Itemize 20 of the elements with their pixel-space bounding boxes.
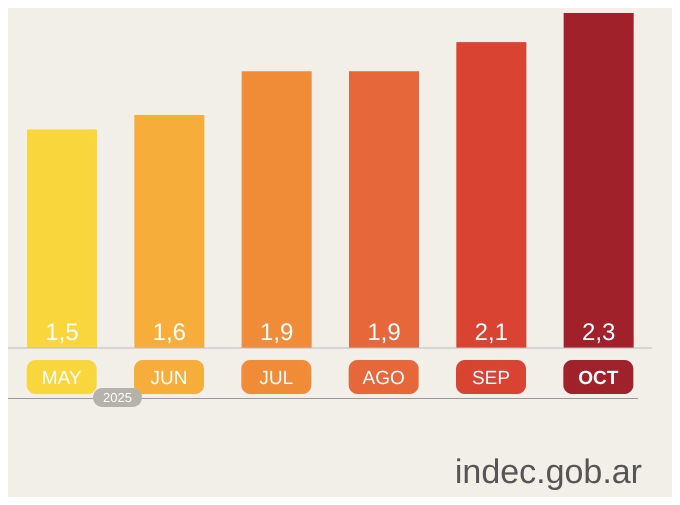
bar xyxy=(242,71,312,348)
x-tick-label: MAY xyxy=(42,368,82,389)
x-tick-label: AGO xyxy=(362,368,405,389)
data-label: 1,9 xyxy=(367,319,401,346)
x-tick-label: JUN xyxy=(150,368,188,389)
bar xyxy=(349,71,419,348)
data-label: 1,9 xyxy=(260,319,294,346)
x-tick-label: SEP xyxy=(472,368,510,389)
data-label: 2,3 xyxy=(582,319,616,346)
x-tick-label: JUL xyxy=(259,368,294,389)
text: 2025 xyxy=(93,388,142,407)
bar xyxy=(27,130,97,348)
bar xyxy=(564,13,634,348)
x-tick-label: OCT xyxy=(578,368,619,389)
text: indec.gob.ar xyxy=(454,453,642,492)
bar xyxy=(456,42,526,348)
data-label: 2,1 xyxy=(474,319,508,346)
bar xyxy=(134,114,204,348)
data-label: 1,5 xyxy=(45,319,79,346)
data-label: 1,6 xyxy=(152,319,186,346)
